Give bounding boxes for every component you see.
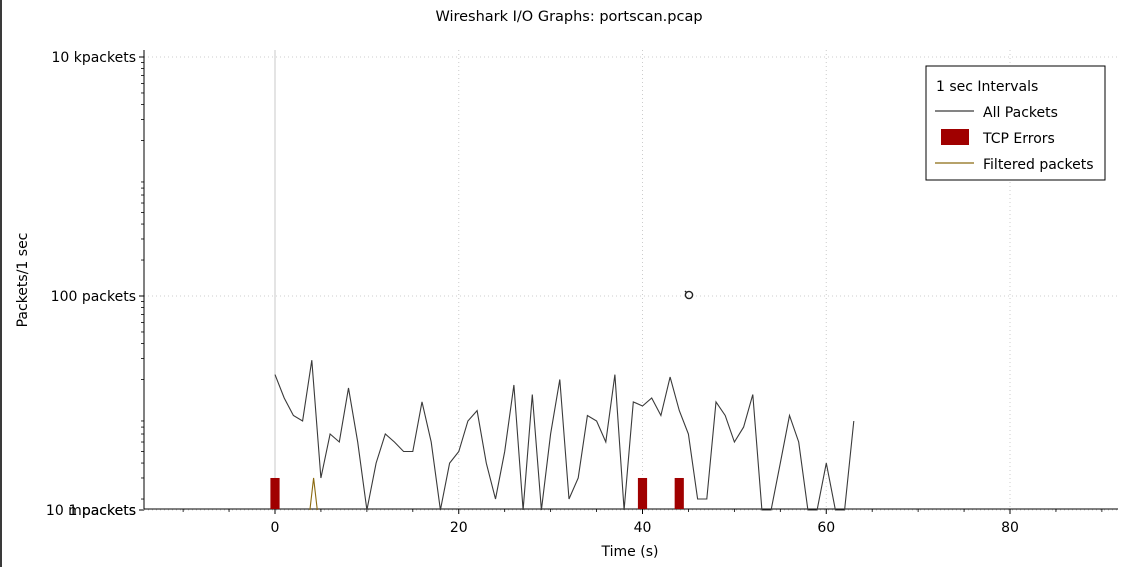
- x-tick-label: 40: [634, 520, 652, 536]
- y-axis-label: Packets/1 sec: [15, 233, 31, 328]
- legend-label-tcp-errors: TCP Errors: [982, 131, 1055, 147]
- line-filtered-packets: [309, 477, 318, 511]
- plot-area[interactable]: [270, 360, 855, 511]
- legend-box: [925, 65, 1106, 181]
- line-all-packets: [274, 360, 855, 511]
- legend-title: 1 sec Intervals: [936, 79, 1038, 95]
- x-axis-label: Time (s): [601, 544, 659, 560]
- cursor-marker: [684, 290, 694, 300]
- y-tick-label: 1 packets: [68, 503, 136, 519]
- legend-swatch-tcp-errors: [941, 129, 969, 145]
- x-tick-label: 80: [1001, 520, 1019, 536]
- legend[interactable]: 1 sec Intervals All Packets TCP Errors F…: [925, 65, 1106, 181]
- x-tick-label: 0: [271, 520, 280, 536]
- x-axis-ticks: 0 20 40 60 80: [182, 509, 1103, 536]
- y-tick-label: 10 kpackets: [51, 50, 136, 66]
- bar-tcp-errors: [674, 477, 684, 509]
- legend-label-all-packets: All Packets: [983, 105, 1058, 121]
- legend-label-filtered-packets: Filtered packets: [983, 157, 1093, 173]
- x-tick-label: 20: [450, 520, 468, 536]
- bar-tcp-errors: [270, 477, 280, 509]
- window-edge: [0, 0, 2, 567]
- x-tick-label: 60: [817, 520, 835, 536]
- chart-title: Wireshark I/O Graphs: portscan.pcap: [435, 9, 702, 25]
- y-tick-label: 10 mpackets: [46, 503, 136, 519]
- y-tick-label: 100 packets: [51, 289, 136, 305]
- bar-tcp-errors: [637, 477, 648, 509]
